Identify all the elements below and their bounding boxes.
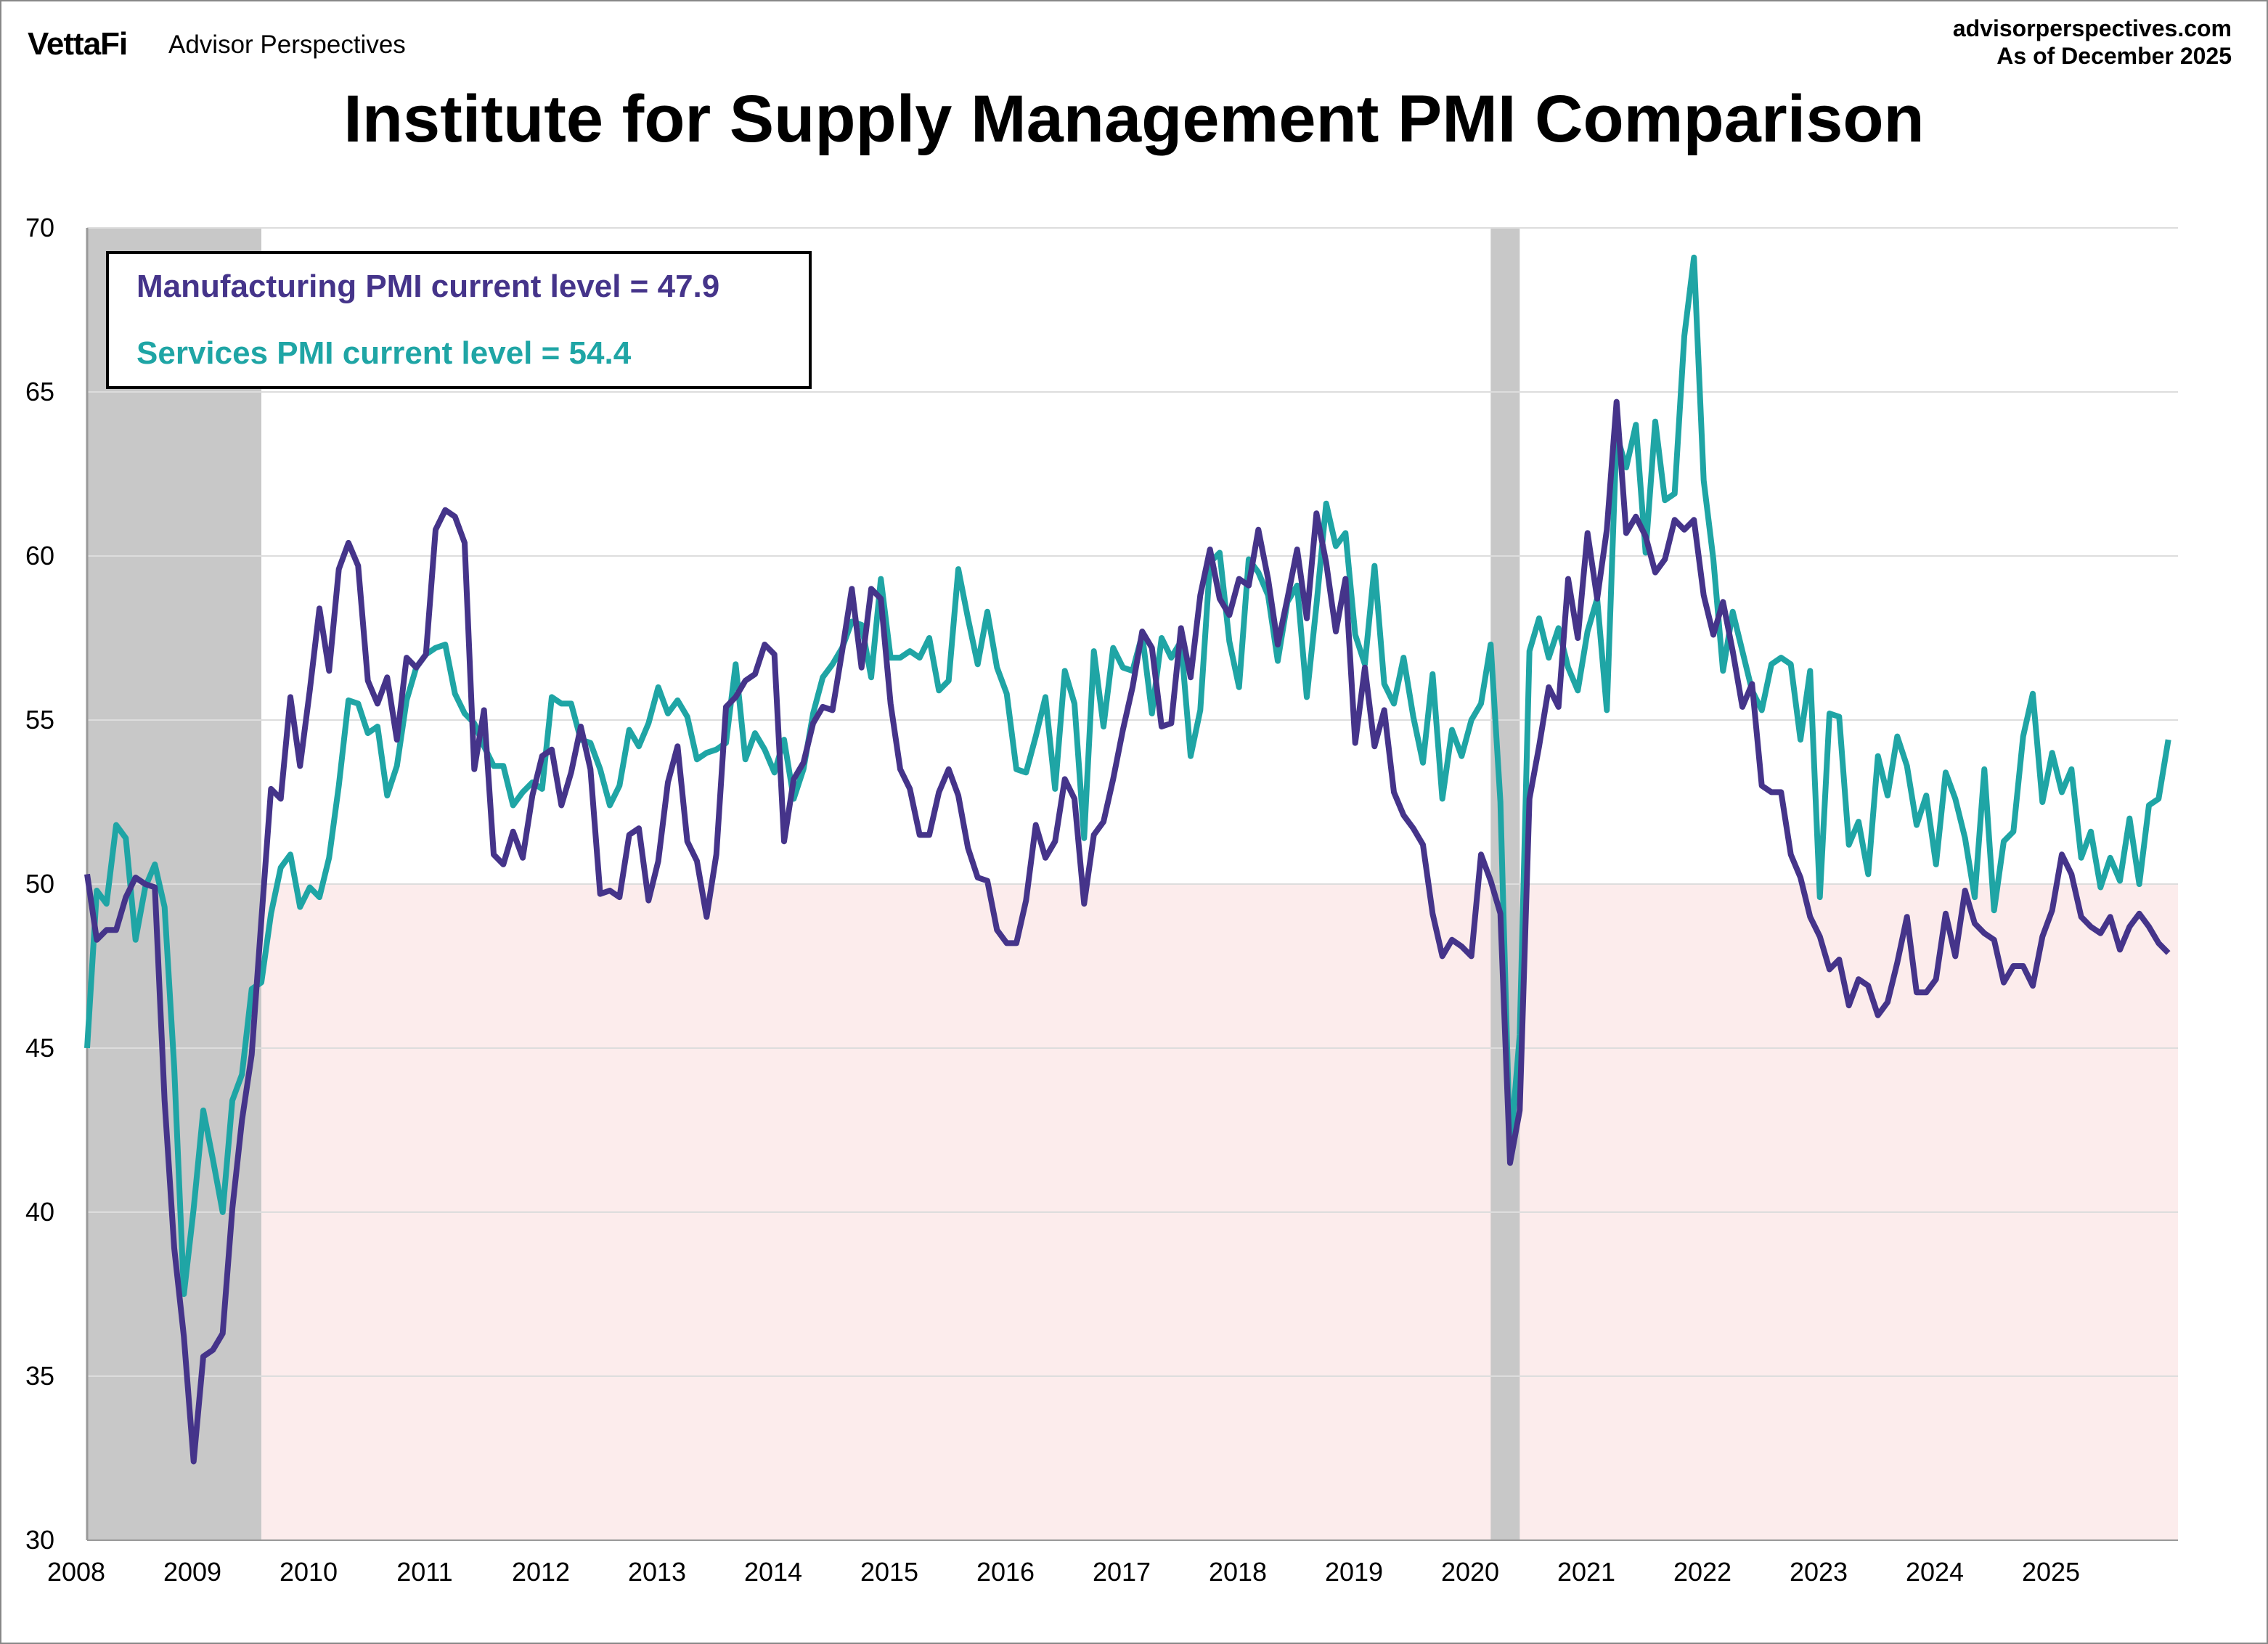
x-tick-label: 2022 — [1673, 1557, 1731, 1587]
x-tick-label: 2013 — [628, 1557, 686, 1587]
x-tick-label: 2023 — [1790, 1557, 1848, 1587]
legend-services: Services PMI current level = 54.4 — [136, 335, 632, 371]
y-tick-label: 55 — [25, 705, 54, 735]
x-tick-label: 2024 — [1906, 1557, 1964, 1587]
x-tick-label: 2025 — [2022, 1557, 2080, 1587]
y-tick-label: 60 — [25, 541, 54, 571]
y-tick-label: 45 — [25, 1033, 54, 1063]
y-tick-label: 35 — [25, 1361, 54, 1391]
x-tick-label: 2011 — [396, 1557, 452, 1587]
x-tick-label: 2010 — [280, 1557, 338, 1587]
x-tick-label: 2009 — [163, 1557, 221, 1587]
source-url: advisorperspectives.com — [1952, 15, 2232, 41]
y-tick-label: 30 — [25, 1525, 54, 1555]
x-tick-label: 2018 — [1209, 1557, 1267, 1587]
chart-title: Institute for Supply Management PMI Comp… — [343, 82, 1925, 156]
legend-manufacturing: Manufacturing PMI current level = 47.9 — [136, 269, 720, 304]
vettafi-logo: VettaFi — [28, 26, 128, 62]
x-tick-label: 2017 — [1093, 1557, 1151, 1587]
x-tick-label: 2012 — [512, 1557, 570, 1587]
y-tick-label: 70 — [25, 213, 54, 242]
y-tick-label: 65 — [25, 377, 54, 406]
y-tick-label: 40 — [25, 1197, 54, 1227]
x-tick-label: 2014 — [744, 1557, 802, 1587]
brand-name: Advisor Perspectives — [168, 30, 406, 59]
x-tick-label: 2020 — [1441, 1557, 1499, 1587]
source-block: advisorperspectives.com As of December 2… — [1953, 15, 2232, 70]
x-tick-label: 2008 — [47, 1557, 105, 1587]
services-pmi-line — [84, 254, 2171, 1297]
x-tick-label: 2015 — [860, 1557, 918, 1587]
x-tick-label: 2016 — [976, 1557, 1035, 1587]
x-tick-label: 2019 — [1325, 1557, 1383, 1587]
y-tick-label: 50 — [25, 869, 54, 899]
manufacturing-pmi-line — [84, 398, 2171, 1465]
legend-box: Manufacturing PMI current level = 47.9 S… — [106, 251, 812, 389]
x-tick-label: 2021 — [1557, 1557, 1615, 1587]
as-of-date: As of December 2025 — [1996, 43, 2232, 69]
